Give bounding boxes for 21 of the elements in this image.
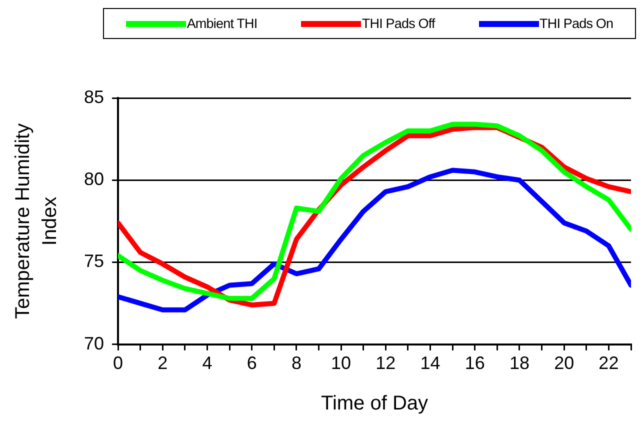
legend-label: Ambient THI bbox=[186, 16, 258, 31]
legend-label: THI Pads Off bbox=[362, 16, 435, 31]
x-tick-label: 22 bbox=[598, 353, 619, 374]
y-tick-label: 80 bbox=[84, 169, 104, 190]
x-tick-label: 4 bbox=[202, 353, 212, 374]
x-tick-label: 16 bbox=[464, 353, 485, 374]
x-axis-title: Time of Day bbox=[320, 392, 428, 415]
y-tick-label: 75 bbox=[84, 251, 104, 272]
x-tick-label: 12 bbox=[376, 353, 396, 374]
x-tick-label: 0 bbox=[113, 353, 124, 374]
y-axis-title: Temperature Humidity Index bbox=[12, 123, 62, 320]
legend-label: THI Pads On bbox=[540, 16, 614, 31]
y-tick-label: 70 bbox=[84, 333, 104, 354]
x-tick-label: 10 bbox=[331, 353, 352, 374]
x-tick-label: 2 bbox=[158, 353, 168, 374]
x-tick-label: 20 bbox=[554, 353, 574, 374]
x-tick-label: 8 bbox=[291, 353, 302, 374]
x-tick-label: 14 bbox=[420, 353, 440, 374]
x-tick-label: 18 bbox=[509, 353, 530, 374]
x-tick-label: 6 bbox=[246, 353, 257, 374]
y-tick-label: 85 bbox=[84, 86, 104, 107]
